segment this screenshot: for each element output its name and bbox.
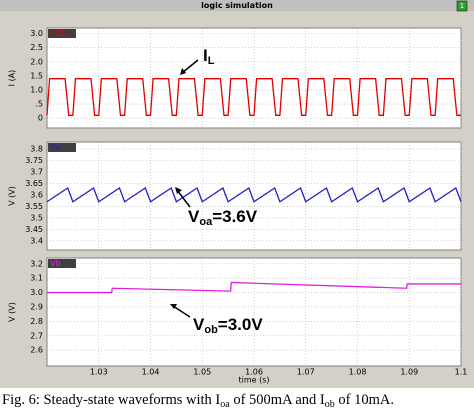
series-line bbox=[47, 281, 461, 294]
annotation: IL bbox=[203, 46, 215, 66]
window-badge-box bbox=[456, 0, 468, 12]
annotation: Vob=3.0V bbox=[193, 315, 263, 335]
y-axis-label: I (A) bbox=[8, 70, 17, 87]
y-tick-label: .5 bbox=[35, 100, 43, 109]
y-tick-label: 3.0 bbox=[30, 29, 43, 38]
y-tick-label: 3.45 bbox=[25, 225, 43, 234]
y-tick-label: 2.9 bbox=[30, 302, 43, 311]
y-tick-label: 0 bbox=[38, 114, 43, 123]
y-tick-label: 1.0 bbox=[30, 85, 43, 94]
arrow bbox=[176, 189, 191, 208]
series-tag: Va bbox=[50, 143, 60, 152]
y-tick-label: 3.5 bbox=[30, 213, 43, 222]
x-tick-label: 1.04 bbox=[142, 368, 160, 377]
y-tick-label: 3.8 bbox=[30, 144, 43, 153]
x-axis-label: time (s) bbox=[238, 376, 269, 385]
y-tick-label: 3.2 bbox=[30, 259, 43, 268]
y-tick-label: 1.5 bbox=[30, 71, 43, 80]
y-tick-label: 3.7 bbox=[30, 167, 43, 176]
arrow bbox=[181, 59, 199, 74]
y-tick-label: 2.8 bbox=[30, 317, 43, 326]
series-tag: Vb bbox=[50, 259, 61, 268]
y-tick-label: 3.0 bbox=[30, 288, 43, 297]
arrow-head bbox=[170, 304, 177, 309]
series-line bbox=[46, 78, 461, 116]
title-bar bbox=[0, 0, 474, 11]
y-tick-label: 3.55 bbox=[25, 202, 43, 211]
x-tick-label: 1.08 bbox=[349, 368, 367, 377]
x-tick-label: 1.06 bbox=[245, 368, 263, 377]
window-title: logic simulation bbox=[201, 1, 273, 10]
caption: Fig. 6: Steady-state waveforms with Ioa … bbox=[2, 392, 394, 410]
plots: 3.0 2.5 2.0 1.5 1.0 .5 0 I (A) I(L1) 3.8 3.75 3.7 3.… bbox=[8, 27, 468, 385]
arrow-head bbox=[175, 187, 182, 194]
y-tick-label: 2.7 bbox=[30, 331, 43, 340]
x-tick-label: 1.09 bbox=[400, 368, 418, 377]
y-tick-label: 2.5 bbox=[30, 43, 43, 52]
series-tag-box bbox=[48, 143, 76, 152]
y-axis-label: V (V) bbox=[8, 302, 17, 322]
series-tag-box bbox=[48, 29, 76, 38]
series-tag-box bbox=[48, 259, 76, 268]
y-tick-label: 3.75 bbox=[25, 156, 43, 165]
arrow-head bbox=[180, 68, 186, 75]
y-axis-label: V (V) bbox=[8, 186, 17, 206]
x-tick-label: 1.05 bbox=[193, 368, 211, 377]
series-tag: I(L1) bbox=[50, 29, 68, 38]
annotations: IL Voa=3.6V Vob=3.0V bbox=[170, 46, 263, 336]
y-tick-label: 2.6 bbox=[30, 346, 43, 355]
window-badge: 1 bbox=[460, 2, 464, 10]
annotation: Voa=3.6V bbox=[188, 207, 258, 227]
y-tick-label: 3.6 bbox=[30, 190, 43, 199]
x-tick-label: 1.1 bbox=[455, 368, 468, 377]
y-tick-label: 3.1 bbox=[30, 274, 43, 283]
arrow bbox=[172, 305, 191, 318]
x-tick-label: 1.03 bbox=[90, 368, 108, 377]
y-tick-label: 3.65 bbox=[25, 179, 43, 188]
x-tick-label: 1.07 bbox=[297, 368, 315, 377]
y-tick-label: 2.0 bbox=[30, 57, 43, 66]
series-line bbox=[46, 186, 462, 203]
y-tick-label: 3.4 bbox=[30, 236, 43, 245]
